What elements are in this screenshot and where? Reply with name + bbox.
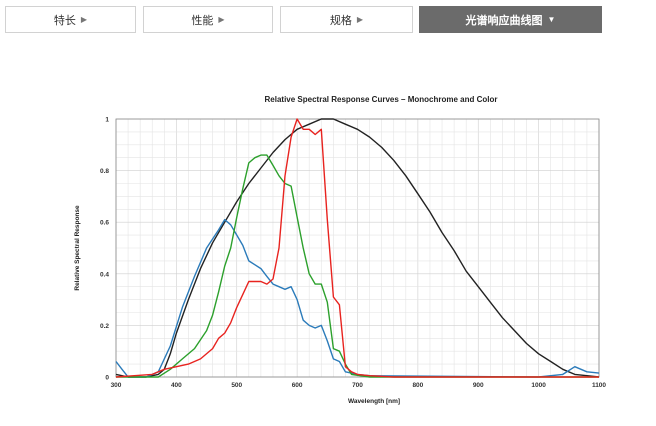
chart-title: Relative Spectral Response Curves – Mono… (265, 95, 498, 104)
tab-features-label: 特长 (53, 14, 76, 27)
plot-frame (115, 118, 600, 378)
tab-features[interactable]: 特长 ▶ (5, 6, 136, 33)
tab-performance-label: 性能 (191, 14, 214, 27)
x-tick-label: 600 (292, 382, 303, 389)
tab-spectral-response-label: 光谱响应曲线图 (465, 14, 543, 27)
y-tick-labels: 0 0.2 0.4 0.6 0.8 1 (100, 117, 109, 382)
chevron-right-icon: ▶ (356, 15, 364, 24)
y-tick-label: 0.4 (100, 271, 109, 278)
x-axis-label: Wavelength [nm] (348, 398, 400, 405)
x-tick-label: 400 (171, 382, 182, 389)
chevron-right-icon: ▶ (218, 15, 225, 24)
tab-specifications-label: 规格 (329, 14, 352, 27)
series-line-mono (115, 118, 600, 378)
x-tick-label: 300 (111, 382, 122, 389)
y-tick-label: 0 (105, 375, 109, 382)
series-line-green (116, 154, 599, 378)
chevron-down-icon: ▼ (547, 15, 556, 24)
y-tick-label: 0.2 (100, 323, 109, 330)
chart-series-group (115, 118, 600, 378)
y-tick-label: 0.6 (100, 220, 109, 227)
chart-grid (115, 118, 600, 378)
x-tick-label: 1100 (592, 382, 606, 389)
x-tick-label: 1000 (531, 382, 546, 389)
x-tick-labels: 300 400 500 600 700 800 900 1000 1100 (111, 382, 607, 389)
x-tick-label: 800 (412, 382, 423, 389)
x-tick-label: 900 (473, 382, 484, 389)
y-axis-label: Relative Spectral Response (74, 205, 81, 291)
x-tick-label: 700 (352, 382, 363, 389)
y-tick-label: 0.8 (100, 168, 109, 175)
tab-specifications[interactable]: 规格 ▶ (280, 6, 413, 33)
tab-performance[interactable]: 性能 ▶ (143, 6, 273, 33)
x-tick-label: 500 (231, 382, 242, 389)
y-tick-label: 1 (105, 117, 109, 124)
chevron-right-icon: ▶ (80, 15, 88, 24)
tab-spectral-response[interactable]: 光谱响应曲线图 ▼ (419, 6, 602, 33)
series-line-red (115, 118, 599, 378)
